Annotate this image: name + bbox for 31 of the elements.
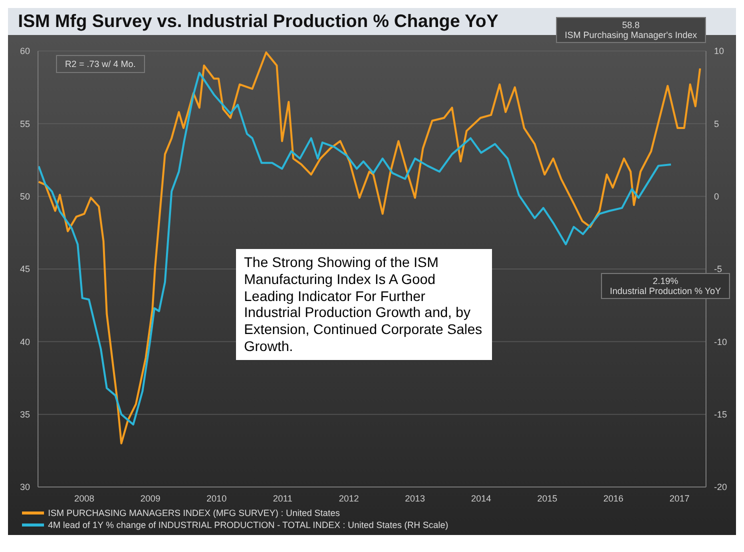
annotation: 2.19% Industrial Production % YoY [600, 273, 730, 299]
y-tick-label: 35 [20, 410, 30, 420]
annotation: The Strong Showing of the ISM Manufacturing Index Is A Good Leading Indicator For Further Industrial Production Growth and, by Extension, Continued Corporate Sales Growth. [236, 249, 492, 360]
y2-tick-label: -5 [714, 264, 722, 274]
y2-tick-label: 10 [714, 46, 724, 56]
y2-tick-label: -15 [714, 410, 728, 420]
x-tick-label: 2011 [273, 493, 292, 504]
y-tick-label: 30 [20, 482, 30, 492]
y-tick-label: 50 [20, 192, 30, 202]
x-tick-label: 2015 [537, 493, 558, 504]
x-tick-label: 2008 [74, 493, 94, 504]
y-tick-label: 60 [20, 46, 30, 56]
y2-tick-label: 0 [714, 192, 720, 202]
x-tick-label: 2014 [471, 493, 492, 504]
annotation: R2 = .73 w/ 4 Mo. [56, 55, 145, 73]
x-tick-label: 2016 [603, 493, 624, 504]
legend-label: ISM PURCHASING MANAGERS INDEX (MFG SURVEY) : United States [48, 507, 340, 519]
x-tick-label: 2009 [140, 493, 160, 504]
legend-label: 4M lead of 1Y % change of INDUSTRIAL PRODUCTION - TOTAL INDEX : United States (RH Scale) [48, 519, 448, 531]
y2-tick-label: -10 [714, 336, 728, 347]
text: 58.8 ISM Purchasing Manager's Index [556, 17, 706, 43]
y2-tick-label: -20 [714, 482, 728, 492]
y-tick-label: 45 [20, 264, 30, 274]
y-tick-label: 40 [20, 336, 30, 347]
chart-title: ISM Mfg Survey vs. Industrial Production % Change YoY [18, 11, 498, 31]
x-tick-label: 2012 [338, 493, 359, 504]
y-tick-label: 55 [20, 118, 30, 129]
x-tick-label: 2017 [670, 493, 690, 504]
y2-tick-label: 5 [714, 118, 720, 129]
x-tick-label: 2013 [404, 493, 426, 504]
x-tick-label: 2010 [206, 493, 227, 504]
